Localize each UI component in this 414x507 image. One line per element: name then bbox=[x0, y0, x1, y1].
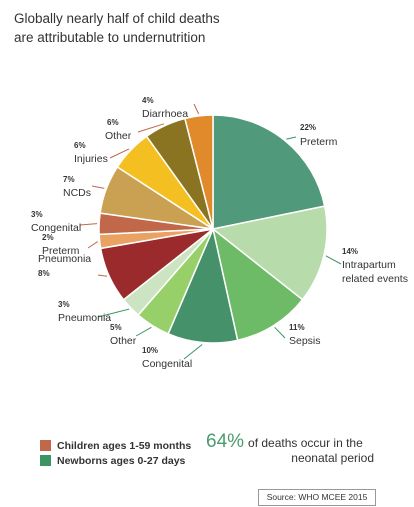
slice-label-4: Other bbox=[110, 335, 137, 347]
leader-line-0 bbox=[286, 136, 297, 140]
slice-percent-7: 2% bbox=[42, 233, 54, 242]
leader-line-7 bbox=[87, 241, 98, 249]
slice-percent-9: 7% bbox=[63, 175, 75, 184]
slice-percent-4: 5% bbox=[110, 323, 122, 332]
legend: Children ages 1-59 months Newborns ages … bbox=[40, 438, 191, 468]
slice-label-6: Pneumonia bbox=[38, 253, 91, 265]
legend-item-newborns: Newborns ages 0-27 days bbox=[40, 453, 191, 468]
pie-slice-1 bbox=[211, 205, 328, 301]
slice-percent-11: 6% bbox=[107, 118, 119, 127]
slice-percent-0: 22% bbox=[300, 123, 316, 132]
slice-label-10: Injuries bbox=[74, 153, 108, 165]
slice-label-8: Congenital bbox=[31, 222, 81, 234]
title-line-2: are attributable to undernutrition bbox=[14, 30, 206, 45]
legend-swatch-newborns bbox=[40, 455, 51, 466]
slice-percent-3: 10% bbox=[142, 346, 158, 355]
leader-line-12 bbox=[193, 103, 200, 115]
slice-label-7: Preterm bbox=[42, 245, 80, 257]
legend-label-newborns: Newborns ages 0-27 days bbox=[57, 454, 186, 467]
chart-title: Globally nearly half of child deaths are… bbox=[14, 9, 220, 47]
legend-swatch-children bbox=[40, 440, 51, 451]
neonatal-stat: 64% of deaths occur in the neonatal perio… bbox=[206, 431, 376, 466]
leader-line-5 bbox=[97, 308, 130, 318]
leader-line-3 bbox=[183, 344, 203, 360]
slice-percent-8: 3% bbox=[31, 210, 43, 219]
pie-slice-0 bbox=[212, 114, 326, 230]
slice-label-9: NCDs bbox=[63, 187, 91, 199]
slice-label-12: Diarrhoea bbox=[142, 108, 188, 120]
leader-line-10 bbox=[109, 148, 130, 159]
legend-label-children: Children ages 1-59 months bbox=[57, 439, 192, 452]
leader-line-1 bbox=[325, 255, 342, 265]
slice-percent-5: 3% bbox=[58, 300, 70, 309]
slice-label-0: Preterm bbox=[300, 136, 338, 148]
slice-percent-6: 8% bbox=[38, 269, 50, 278]
leader-line-2 bbox=[274, 326, 286, 339]
title-line-1: Globally nearly half of child deaths bbox=[14, 11, 220, 26]
stat-value: 64% bbox=[206, 431, 245, 452]
stat-text-1: of deaths occur in the bbox=[248, 436, 363, 450]
pie-slice-2 bbox=[211, 227, 304, 342]
leader-line-4 bbox=[135, 326, 152, 337]
slice-label-1: Intrapartum bbox=[342, 259, 396, 271]
slice-label-5: Pneumonia bbox=[58, 312, 111, 324]
legend-item-children: Children ages 1-59 months bbox=[40, 438, 191, 453]
pie-chart: 22% Preterm 14% Intrapartum related events 11… bbox=[31, 96, 408, 370]
slice-label-3: Congenital bbox=[142, 358, 192, 370]
leader-line-6 bbox=[97, 274, 108, 277]
stat-text-2: neonatal period bbox=[291, 451, 374, 465]
leader-line-11 bbox=[137, 123, 165, 133]
pie-slice-12 bbox=[184, 114, 214, 230]
source-note: Source: WHO MCEE 2015 bbox=[258, 489, 376, 506]
slice-label-2: Sepsis bbox=[289, 335, 321, 347]
slice-percent-1: 14% bbox=[342, 247, 358, 256]
slice-percent-12: 4% bbox=[142, 96, 154, 105]
slice-label-1-1: related events bbox=[342, 273, 408, 285]
leader-line-8 bbox=[79, 223, 98, 226]
leader-line-9 bbox=[91, 185, 105, 189]
slice-percent-2: 11% bbox=[289, 323, 305, 332]
slice-percent-10: 6% bbox=[74, 141, 86, 150]
slice-label-11: Other bbox=[105, 130, 132, 142]
